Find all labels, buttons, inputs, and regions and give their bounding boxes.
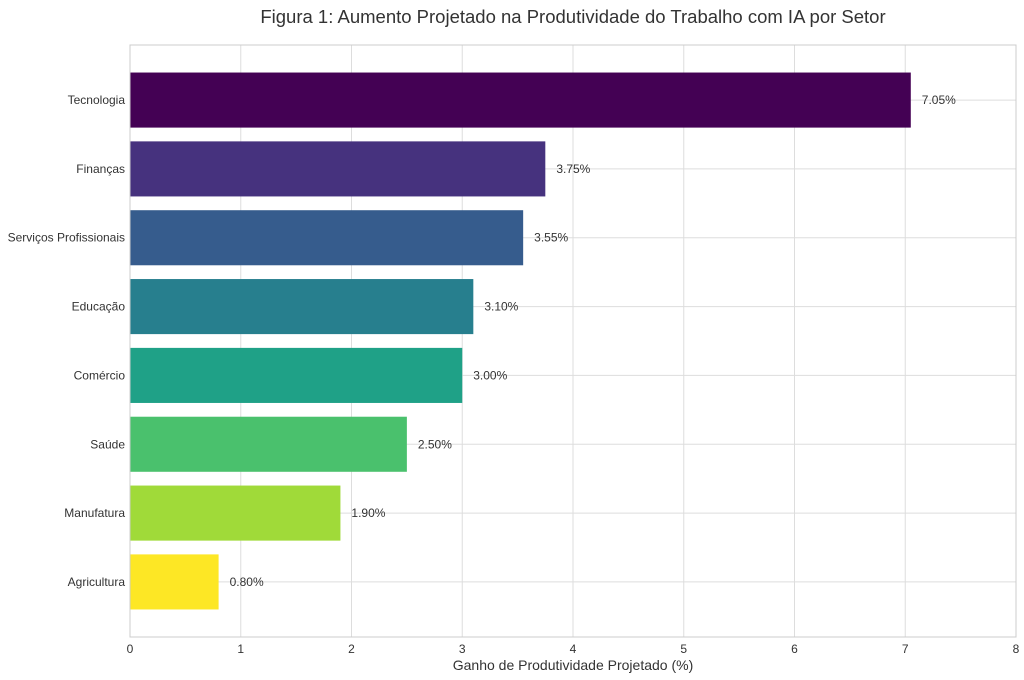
y-tick-label: Educação xyxy=(72,300,126,314)
y-tick-label: Comércio xyxy=(74,368,126,382)
x-axis-label: Ganho de Produtividade Projetado (%) xyxy=(453,657,693,673)
data-label: 2.50% xyxy=(418,437,452,451)
y-tick-label: Finanças xyxy=(76,162,125,176)
data-labels: 7.05% 3.75% 3.55% 3.10% 3.00% 2.50% 1.90% 0.80% xyxy=(230,93,957,589)
plot-frame xyxy=(129,44,1017,638)
x-tick-label: 4 xyxy=(570,642,577,656)
y-tick-labels: Tecnologia Finanças Serviços Profissionais… xyxy=(8,93,126,589)
data-label: 3.55% xyxy=(534,231,568,245)
data-label: 7.05% xyxy=(922,93,956,107)
bars xyxy=(130,72,911,610)
chart-title: Figura 1: Aumento Projetado na Produtivi… xyxy=(260,6,886,27)
bar-comércio xyxy=(130,347,463,403)
data-label: 1.90% xyxy=(351,506,385,520)
bar-serviços-profissionais xyxy=(130,210,524,266)
bar-agricultura xyxy=(130,554,219,610)
x-tick-label: 6 xyxy=(791,642,798,656)
data-label: 3.75% xyxy=(556,162,590,176)
y-tick-label: Saúde xyxy=(90,437,125,451)
x-tick-label: 8 xyxy=(1013,642,1020,656)
x-tick-label: 1 xyxy=(237,642,244,656)
y-tick-label: Tecnologia xyxy=(68,93,126,107)
x-tick-label: 7 xyxy=(902,642,909,656)
data-label: 3.10% xyxy=(484,300,518,314)
bar-manufatura xyxy=(130,485,341,541)
x-tick-label: 5 xyxy=(680,642,687,656)
x-tick-label: 2 xyxy=(348,642,355,656)
y-tick-label: Manufatura xyxy=(64,506,125,520)
x-tick-label: 0 xyxy=(127,642,134,656)
bar-educação xyxy=(130,279,474,335)
bar-saúde xyxy=(130,416,407,472)
y-tick-label: Serviços Profissionais xyxy=(8,231,125,245)
x-tick-labels: 0 1 2 3 4 5 6 7 8 xyxy=(127,642,1020,656)
bar-finanças xyxy=(130,141,546,197)
data-label: 0.80% xyxy=(230,575,264,589)
data-label: 3.00% xyxy=(473,368,507,382)
x-tick-label: 3 xyxy=(459,642,466,656)
grid-lines xyxy=(129,45,1017,637)
bar-tecnologia xyxy=(130,72,911,128)
y-tick-label: Agricultura xyxy=(68,575,126,589)
